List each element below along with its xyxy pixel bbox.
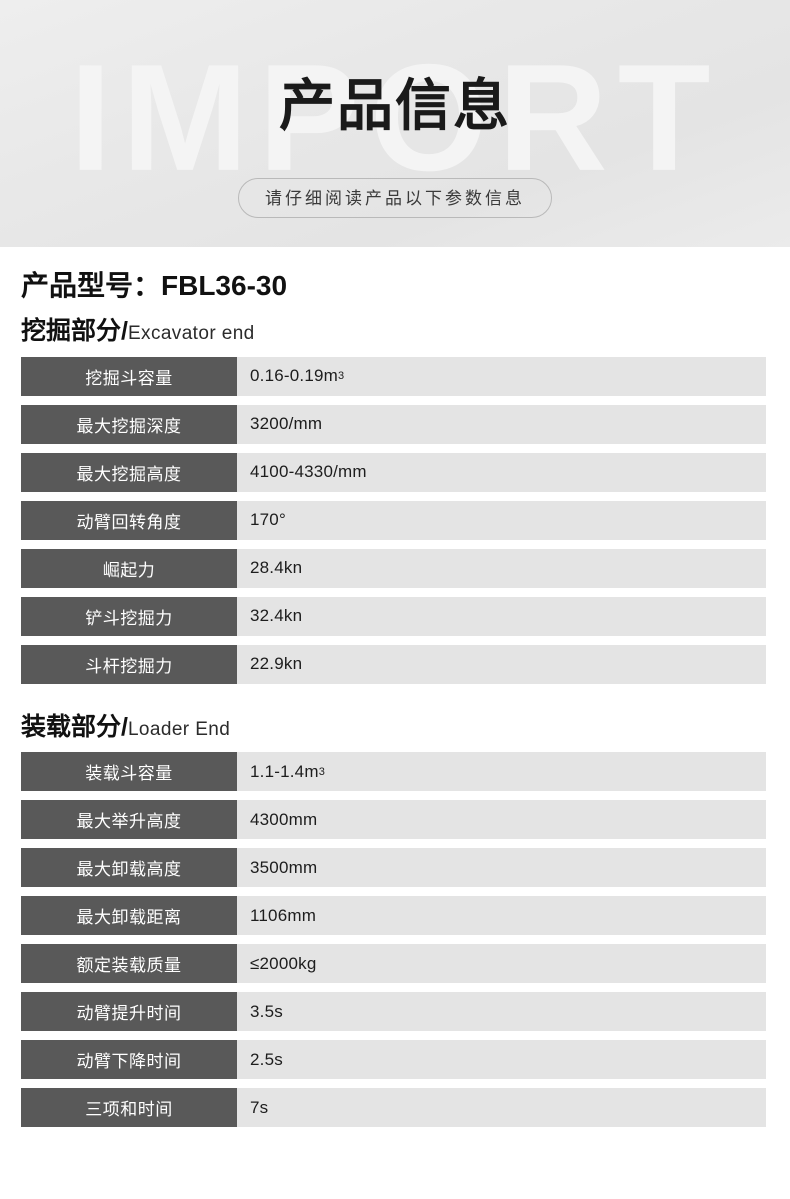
spec-row: 三项和时间 7s xyxy=(21,1088,766,1128)
spec-row: 崛起力 28.4kn xyxy=(21,548,766,588)
page-header-banner: IMPORT 产品信息 请仔细阅读产品以下参数信息 xyxy=(0,0,790,247)
spec-row-value-text: 4300mm xyxy=(250,809,318,829)
spec-row: 最大卸载距离 1106mm xyxy=(21,896,766,936)
spec-row-label: 最大挖掘深度 xyxy=(21,404,237,444)
spec-row: 最大举升高度 4300mm xyxy=(21,800,766,840)
spec-row-value: 32.4kn xyxy=(237,596,766,636)
spec-row-value: 1.1-1.4m 3 xyxy=(237,752,766,792)
spec-row-value: 0.16-0.19m 3 xyxy=(237,356,766,396)
spec-row-value-text: 22.9kn xyxy=(250,654,303,674)
spec-row-label: 三项和时间 xyxy=(21,1088,237,1128)
spec-row-label: 装载斗容量 xyxy=(21,752,237,792)
spec-row-label: 动臂提升时间 xyxy=(21,992,237,1032)
spec-row: 动臂提升时间 3.5s xyxy=(21,992,766,1032)
spec-row: 斗杆挖掘力 22.9kn xyxy=(21,644,766,684)
spec-table-loader: 装载斗容量 1.1-1.4m 3 最大举升高度 4300mm 最大卸载高度 3500mm 最大… xyxy=(21,752,766,1128)
subtitle-text: 请仔细阅读产品以下参数信息 xyxy=(265,188,525,208)
page-title: 产品信息 xyxy=(279,74,511,137)
spec-row: 动臂下降时间 2.5s xyxy=(21,1040,766,1080)
section-title-en-loader: Loader End xyxy=(127,718,231,740)
section-separator-loader: / xyxy=(121,712,128,741)
spec-row-value-text: 3500mm xyxy=(250,857,318,877)
spec-row-value-text: 0.16-0.19m xyxy=(250,366,338,386)
section-separator-excavator: / xyxy=(121,317,128,346)
spec-row-value-text: 170° xyxy=(250,510,286,530)
spec-row-label: 崛起力 xyxy=(21,548,237,588)
spec-row-value: 3200/mm xyxy=(237,404,766,444)
spec-row-value: 2.5s xyxy=(237,1040,766,1080)
spec-content: 产品型号：FBL36-30 挖掘部分/Excavator end 挖掘斗容量 0.… xyxy=(0,270,790,1128)
product-model-line: 产品型号：FBL36-30 xyxy=(21,270,288,301)
spec-row-value: 7s xyxy=(237,1088,766,1128)
subtitle-pill: 请仔细阅读产品以下参数信息 xyxy=(238,178,552,218)
spec-row-value-text: 3200/mm xyxy=(250,414,323,434)
section-title-en-excavator: Excavator end xyxy=(127,323,255,345)
spec-row-value-text: ≤2000kg xyxy=(250,953,317,973)
spec-row-label: 最大挖掘高度 xyxy=(21,452,237,492)
spec-row: 最大挖掘高度 4100-4330/mm xyxy=(21,452,766,492)
spec-row-value-text: 7s xyxy=(250,1097,269,1117)
spec-row-value-text: 1.1-1.4m xyxy=(250,761,319,781)
spec-row: 挖掘斗容量 0.16-0.19m 3 xyxy=(21,356,766,396)
spec-row-value: 3500mm xyxy=(237,848,766,888)
spec-row-label: 额定装载质量 xyxy=(21,944,237,984)
spec-row: 最大卸载高度 3500mm xyxy=(21,848,766,888)
spec-row-value-text: 4100-4330/mm xyxy=(250,462,367,482)
spec-row-label: 动臂下降时间 xyxy=(21,1040,237,1080)
spec-row-value: 4300mm xyxy=(237,800,766,840)
section-title-cn-excavator: 挖掘部分 xyxy=(21,317,122,346)
spec-row-value: 170° xyxy=(237,500,766,540)
spec-row: 装载斗容量 1.1-1.4m 3 xyxy=(21,752,766,792)
spec-row-value: 1106mm xyxy=(237,896,766,936)
section-header-excavator: 挖掘部分/Excavator end xyxy=(21,317,769,346)
spec-row-label: 挖掘斗容量 xyxy=(21,356,237,396)
spec-row-value: 4100-4330/mm xyxy=(237,452,766,492)
spec-row-value-text: 1106mm xyxy=(250,905,317,925)
spec-row-value: ≤2000kg xyxy=(237,944,766,984)
spec-row: 最大挖掘深度 3200/mm xyxy=(21,404,766,444)
spec-row-label: 最大卸载距离 xyxy=(21,896,237,936)
spec-row: 动臂回转角度 170° xyxy=(21,500,766,540)
spec-row: 额定装载质量 ≤2000kg xyxy=(21,944,766,984)
spec-row-label: 斗杆挖掘力 xyxy=(21,644,237,684)
spec-row-value-text: 3.5s xyxy=(250,1001,283,1021)
spec-table-excavator: 挖掘斗容量 0.16-0.19m 3 最大挖掘深度 3200/mm 最大挖掘高度 4100-… xyxy=(21,356,766,684)
spec-row-value: 22.9kn xyxy=(237,644,766,684)
spec-row-value-text: 2.5s xyxy=(250,1049,283,1069)
spec-row-label: 最大举升高度 xyxy=(21,800,237,840)
spec-row-label: 最大卸载高度 xyxy=(21,848,237,888)
spec-row-value: 3.5s xyxy=(237,992,766,1032)
section-title-cn-loader: 装载部分 xyxy=(21,712,122,741)
spec-row-value: 28.4kn xyxy=(237,548,766,588)
section-header-loader: 装载部分/Loader End xyxy=(21,712,769,742)
spec-row: 铲斗挖掘力 32.4kn xyxy=(21,596,766,636)
spec-row-label: 动臂回转角度 xyxy=(21,500,237,540)
spec-row-value-text: 32.4kn xyxy=(250,606,303,626)
spec-row-label: 铲斗挖掘力 xyxy=(21,596,237,636)
spec-row-value-text: 28.4kn xyxy=(250,558,303,578)
